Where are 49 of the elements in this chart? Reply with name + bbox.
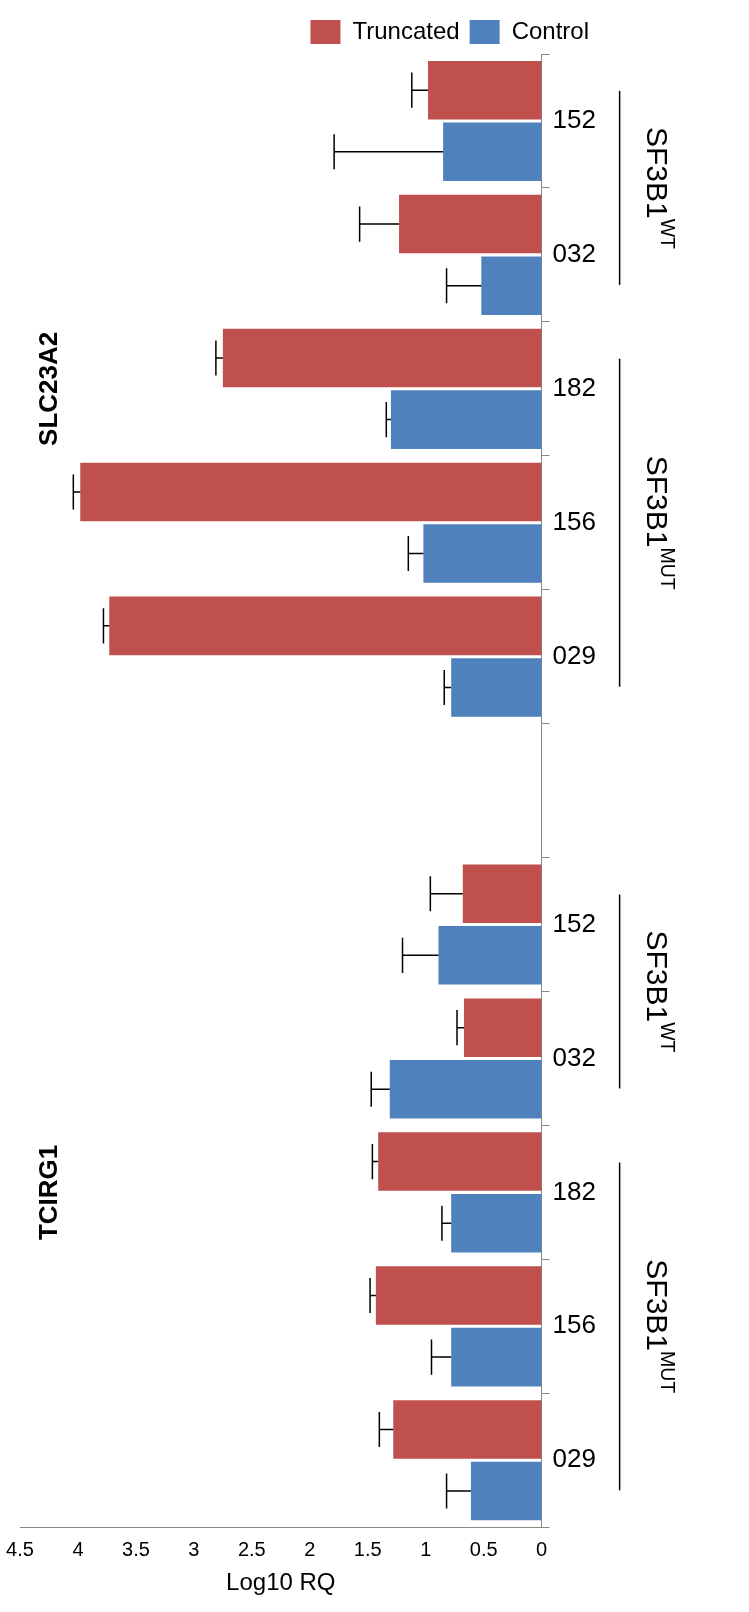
legend-label: Control — [511, 16, 590, 44]
bar — [423, 524, 542, 583]
bar — [109, 596, 542, 656]
annotation: TCIRG1 — [33, 1144, 64, 1241]
bar — [80, 462, 542, 522]
bar — [428, 60, 542, 120]
bar — [393, 1400, 542, 1459]
y-tick-label: 182 — [552, 1175, 597, 1206]
y-tick-label: 182 — [552, 371, 597, 402]
y-tick-label: 029 — [552, 1443, 597, 1474]
text: SF3B1WT — [641, 930, 679, 1053]
legend-label: Truncated — [352, 16, 460, 44]
bar — [222, 328, 542, 388]
bar — [451, 658, 542, 717]
bar — [375, 1266, 542, 1325]
x-tick-label: 3.5 — [122, 1537, 150, 1560]
y-tick-label: 029 — [552, 639, 597, 670]
bar — [438, 926, 542, 985]
x-tick-label: 1 — [420, 1537, 432, 1560]
bar — [390, 390, 542, 449]
y-tick-label: 152 — [552, 104, 597, 135]
text: SF3B1MUT — [641, 455, 679, 590]
x-tick-label: 1.5 — [353, 1537, 382, 1560]
bar — [470, 1461, 542, 1521]
bar — [378, 1132, 542, 1191]
x-axis-title: Log10 RQ — [226, 1568, 336, 1596]
y-tick-label: 032 — [552, 1041, 597, 1072]
bar — [451, 1327, 542, 1387]
text: SF3B1MUT — [641, 1259, 679, 1394]
bar — [463, 998, 542, 1057]
x-tick-label: 4 — [72, 1537, 84, 1560]
y-tick-label: 032 — [552, 238, 597, 269]
x-tick-label: 3 — [188, 1537, 200, 1560]
bar — [451, 1193, 542, 1253]
bar — [443, 122, 542, 182]
y-tick-label: 156 — [552, 505, 597, 536]
x-tick-label: 0.5 — [469, 1537, 498, 1560]
bar — [481, 256, 542, 315]
bar — [389, 1059, 542, 1119]
x-tick-label: 0 — [536, 1537, 548, 1560]
x-tick-label: 2 — [304, 1537, 316, 1560]
text: SF3B1WT — [641, 126, 679, 250]
y-tick-label: 152 — [552, 907, 597, 938]
x-tick-label: 2.5 — [237, 1537, 266, 1560]
bar — [399, 194, 542, 254]
bar — [462, 864, 542, 923]
y-tick-label: 156 — [552, 1309, 597, 1340]
annotation: SLC23A2 — [33, 331, 64, 446]
x-tick-label: 4.5 — [6, 1537, 34, 1560]
